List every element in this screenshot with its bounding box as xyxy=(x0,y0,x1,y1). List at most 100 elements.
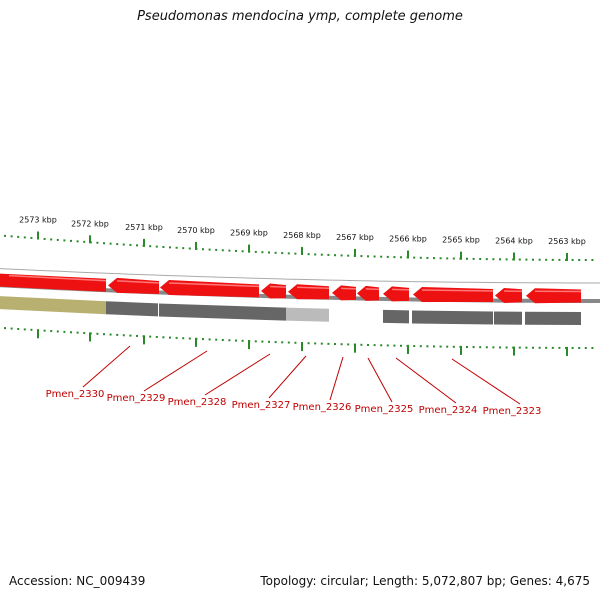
ruler-dot xyxy=(327,342,330,345)
ruler-dot xyxy=(584,258,587,261)
ruler-dot xyxy=(413,256,416,259)
ruler-dot xyxy=(446,257,449,260)
gene-label[interactable]: Pmen_2323 xyxy=(483,406,542,417)
ruler-dot xyxy=(50,238,53,241)
ruler-dot xyxy=(419,256,422,259)
ruler-dot xyxy=(571,346,574,349)
ruler-dot xyxy=(182,337,185,340)
ruler-dot xyxy=(327,253,330,256)
ruler-dot xyxy=(70,331,72,334)
ruler-label: 2566 kbp xyxy=(389,234,427,243)
ruler-dot xyxy=(281,252,284,255)
feature-track-bar[interactable] xyxy=(494,311,522,325)
ruler-dot xyxy=(578,346,581,349)
ruler-dot xyxy=(571,258,574,261)
ruler-dot xyxy=(538,258,541,261)
ruler-dot xyxy=(109,242,112,245)
ruler-dot xyxy=(116,243,119,246)
accession-text: Accession: NC_009439 xyxy=(9,574,146,588)
gene-arrow[interactable] xyxy=(413,286,493,302)
gene-arrow-highlight xyxy=(168,282,260,288)
ruler-dot xyxy=(175,246,178,249)
ruler-dot xyxy=(525,346,528,349)
ruler-major-tick xyxy=(89,235,91,244)
ruler-major-tick xyxy=(248,340,250,350)
ruler-major-tick xyxy=(566,252,568,261)
feature-track-bar[interactable] xyxy=(412,310,493,325)
gene-label[interactable]: Pmen_2328 xyxy=(168,397,227,408)
ruler-dot xyxy=(208,248,211,251)
ruler-dot xyxy=(56,238,59,241)
ruler-dot xyxy=(169,336,171,339)
ruler-dot xyxy=(320,342,323,345)
gene-label[interactable]: Pmen_2327 xyxy=(232,400,291,411)
ruler-dot xyxy=(492,346,495,349)
gene-arrow-highlight xyxy=(269,285,287,288)
ruler-label: 2564 kbp xyxy=(495,236,533,245)
ruler-label: 2568 kbp xyxy=(283,231,321,240)
ruler-dot xyxy=(538,346,541,349)
ruler-dot xyxy=(518,346,521,349)
gene-arrow[interactable] xyxy=(160,279,259,298)
ruler-dot xyxy=(10,327,13,330)
ruler-dot xyxy=(50,330,53,333)
ruler-dot xyxy=(215,338,218,341)
ruler-major-tick xyxy=(407,250,409,259)
ruler-major-tick xyxy=(37,231,39,240)
ruler-dot xyxy=(241,250,244,253)
gene-callout-line xyxy=(143,350,208,392)
ruler-dot xyxy=(76,240,79,243)
feature-track-bar[interactable] xyxy=(0,296,106,315)
ruler-dot xyxy=(268,251,270,254)
feature-track-bar[interactable] xyxy=(286,307,329,322)
ruler-label: 2563 kbp xyxy=(548,237,586,246)
feature-track-bar[interactable] xyxy=(383,309,409,324)
ruler-dot xyxy=(360,255,363,258)
gene-label[interactable]: Pmen_2326 xyxy=(293,402,352,413)
ruler-dot xyxy=(162,245,165,248)
gene-callout-line xyxy=(329,356,344,401)
ruler-dot xyxy=(169,246,171,249)
ruler-major-tick xyxy=(143,238,145,247)
ruler-dot xyxy=(188,247,191,250)
ruler-dot xyxy=(30,328,33,331)
ruler-dot xyxy=(505,346,508,349)
ruler-dot xyxy=(4,327,6,330)
ruler-dot xyxy=(485,346,488,349)
ruler-dot xyxy=(215,248,218,251)
ruler-dot xyxy=(452,345,455,348)
gene-arrow[interactable] xyxy=(526,288,581,304)
ruler-dot xyxy=(136,244,138,247)
ruler-dot xyxy=(149,335,152,338)
gene-arrow[interactable] xyxy=(0,273,106,292)
ruler-dot xyxy=(202,338,204,341)
gene-arrow[interactable] xyxy=(108,277,159,294)
ruler-dot xyxy=(591,346,594,349)
ruler-dot xyxy=(380,344,383,347)
ruler-dot xyxy=(261,340,264,343)
feature-track-bar[interactable] xyxy=(525,311,581,325)
ruler-dot xyxy=(83,240,86,243)
ruler-dot xyxy=(129,334,132,337)
ruler-dot xyxy=(485,258,488,261)
ruler-dot xyxy=(334,343,336,346)
feature-track-bar[interactable] xyxy=(106,301,158,317)
gene-label[interactable]: Pmen_2330 xyxy=(46,389,105,400)
ruler-dot xyxy=(96,332,99,335)
gene-arrows xyxy=(0,273,582,304)
ruler-dot xyxy=(334,254,336,257)
ruler-dot xyxy=(70,239,72,242)
ruler-dot xyxy=(17,235,20,238)
ruler-dot xyxy=(188,337,191,340)
ruler-dot xyxy=(307,253,310,256)
gene-callout-line xyxy=(395,357,457,404)
ruler-dot xyxy=(551,346,554,349)
ruler-major-tick xyxy=(513,346,515,356)
feature-track-bar[interactable] xyxy=(159,303,286,321)
gene-label[interactable]: Pmen_2329 xyxy=(107,393,166,404)
gene-label[interactable]: Pmen_2324 xyxy=(419,405,478,416)
gene-label[interactable]: Pmen_2325 xyxy=(355,404,414,415)
ruler-dot xyxy=(479,258,482,261)
ruler-label: 2569 kbp xyxy=(230,229,268,238)
